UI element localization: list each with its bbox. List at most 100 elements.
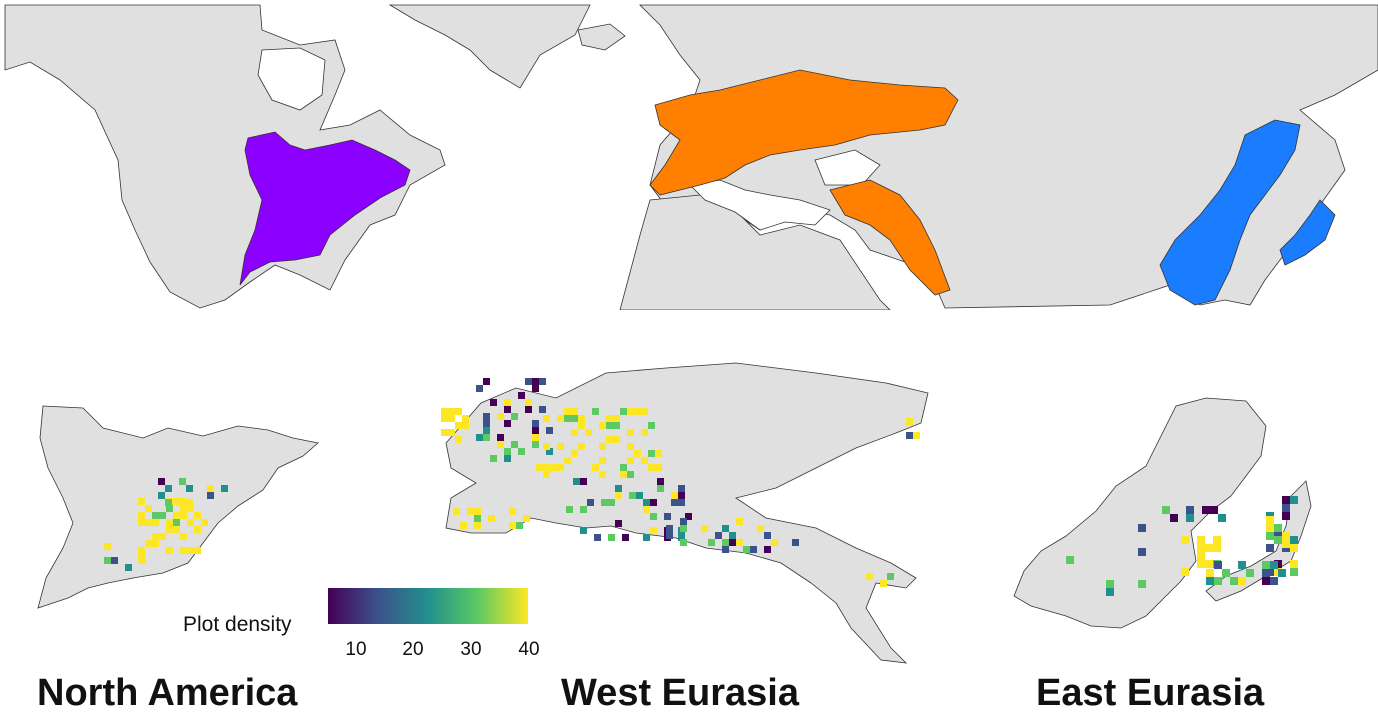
density-cell	[757, 525, 764, 532]
density-cell	[194, 512, 201, 519]
density-cell	[1290, 544, 1298, 552]
density-cell	[764, 546, 771, 553]
region-title-north-america: North America	[37, 672, 298, 714]
density-cell	[557, 415, 564, 422]
region-east-eurasia-highlight[interactable]	[1159, 119, 1301, 306]
density-cell	[138, 519, 145, 526]
density-cell	[650, 513, 657, 520]
density-cell	[657, 485, 664, 492]
density-cell	[1274, 524, 1282, 532]
density-cell	[1106, 580, 1114, 588]
density-cell	[504, 399, 511, 406]
density-cell	[152, 512, 159, 519]
density-cell	[580, 506, 587, 513]
density-cell	[729, 539, 736, 546]
density-cell	[678, 534, 685, 541]
density-cell	[539, 406, 546, 413]
density-cell	[187, 505, 194, 512]
density-cell	[180, 547, 187, 554]
density-cell	[483, 378, 490, 385]
density-cell	[474, 508, 481, 515]
density-cell	[866, 573, 873, 580]
region-west-eurasia-turkey[interactable]	[829, 179, 951, 296]
density-cell	[1214, 561, 1222, 569]
density-cell	[715, 532, 722, 539]
density-cell	[599, 457, 606, 464]
density-cell	[655, 450, 662, 457]
density-cell	[180, 505, 187, 512]
density-cell	[627, 443, 634, 450]
density-cell	[599, 443, 606, 450]
density-cell	[165, 499, 172, 506]
density-cell	[152, 533, 159, 540]
iceland	[577, 23, 626, 51]
legend-tick: 30	[460, 639, 482, 660]
density-cell	[166, 519, 173, 526]
density-cell	[743, 546, 750, 553]
density-cell	[648, 464, 655, 471]
density-cell	[613, 415, 620, 422]
density-cell	[490, 399, 497, 406]
density-cell	[627, 429, 634, 436]
density-cell	[620, 464, 627, 471]
density-cell	[201, 519, 208, 526]
density-cell	[194, 526, 201, 533]
density-cell	[187, 519, 194, 526]
density-cell	[641, 408, 648, 415]
density-cell	[1290, 568, 1298, 576]
density-cell	[666, 532, 673, 539]
density-cell	[1218, 514, 1226, 522]
region-north-america-highlight[interactable]	[239, 131, 411, 286]
density-cell	[1186, 514, 1194, 522]
density-cell	[1138, 580, 1146, 588]
density-cell	[455, 436, 462, 443]
density-cell	[580, 478, 587, 485]
density-cell	[627, 457, 634, 464]
region-japan-highlight[interactable]	[1279, 199, 1336, 266]
density-cell	[1290, 496, 1298, 504]
north-america-density-map	[37, 405, 319, 609]
north-america-region-outline	[37, 405, 319, 609]
density-cell	[139, 557, 146, 564]
density-cell	[1230, 577, 1238, 585]
density-cell	[613, 422, 620, 429]
density-cell	[441, 429, 448, 436]
density-cell	[906, 418, 913, 425]
density-cell	[650, 527, 657, 534]
density-cell	[1138, 548, 1146, 556]
density-cell	[145, 540, 152, 547]
east-eurasia-region-outline	[1013, 397, 1267, 629]
density-cell	[571, 450, 578, 457]
density-cell	[460, 522, 467, 529]
mediterranean-sea	[689, 179, 831, 231]
density-cell	[913, 432, 920, 439]
density-cell	[606, 422, 613, 429]
density-cell	[1270, 577, 1278, 585]
density-cell	[179, 478, 186, 485]
density-cell	[504, 406, 511, 413]
density-cell	[557, 443, 564, 450]
density-cell	[532, 385, 539, 392]
density-cell	[1066, 556, 1074, 564]
density-cell	[764, 532, 771, 539]
density-cell	[504, 448, 511, 455]
density-cell	[1290, 560, 1298, 568]
density-cell	[511, 413, 518, 420]
density-cell	[539, 378, 546, 385]
world-map	[0, 0, 1378, 310]
density-cell	[525, 378, 532, 385]
north-america-landmass	[4, 4, 446, 309]
density-cell	[708, 539, 715, 546]
density-cell	[476, 385, 483, 392]
legend-tick: 20	[402, 639, 424, 660]
density-cell	[578, 443, 585, 450]
density-cell	[1266, 516, 1274, 524]
plot-density-legend: Plot density 10 20 30 40	[180, 585, 540, 660]
region-west-eurasia-highlight[interactable]	[649, 69, 959, 196]
density-cell	[578, 415, 585, 422]
black-sea	[814, 149, 881, 186]
density-cell	[571, 408, 578, 415]
density-cell	[504, 420, 511, 427]
density-cell	[641, 429, 648, 436]
density-cell	[1262, 569, 1270, 577]
